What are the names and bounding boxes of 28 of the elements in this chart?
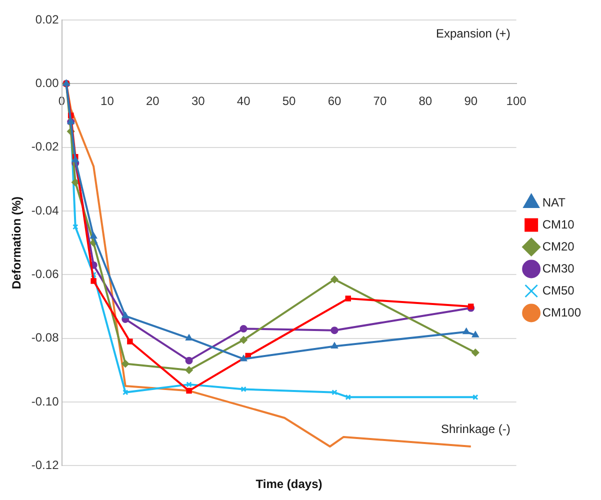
legend-label: CM50 (542, 283, 575, 298)
x-tick-label: 70 (373, 94, 387, 108)
y-axis-title: Deformation (%) (10, 196, 24, 290)
x-tick-label: 10 (100, 94, 114, 108)
legend-label: CM20 (542, 239, 575, 254)
y-tick-label: -0.04 (31, 203, 60, 218)
y-tick-label: -0.12 (31, 458, 60, 472)
legend-label: CM10 (542, 217, 575, 232)
x-tick-label: 30 (191, 94, 206, 108)
x-tick-label: 90 (464, 94, 478, 108)
y-tick-label: -0.02 (31, 140, 60, 154)
x-axis-title: Time (days) (256, 477, 322, 492)
y-tick-label: 0.02 (35, 12, 60, 26)
annotation: Shrinkage (-) (440, 422, 510, 436)
x-tick-label: 60 (328, 94, 342, 108)
x-tick-label: 80 (418, 94, 432, 108)
x-tick-label: 100 (506, 94, 527, 108)
x-tick-label: 40 (236, 94, 251, 108)
legend-label: NAT (542, 195, 566, 210)
y-tick-label: -0.06 (31, 266, 60, 281)
legend-label: CM100 (542, 305, 582, 320)
legend-label: CM30 (542, 261, 575, 276)
y-tick-label: -0.08 (31, 330, 60, 345)
x-tick-label: 50 (282, 94, 296, 108)
x-tick-label: 20 (146, 94, 160, 108)
y-tick-label: -0.10 (31, 394, 60, 408)
annotation: Expansion (+) (436, 26, 510, 40)
y-tick-label: 0.00 (35, 76, 60, 90)
